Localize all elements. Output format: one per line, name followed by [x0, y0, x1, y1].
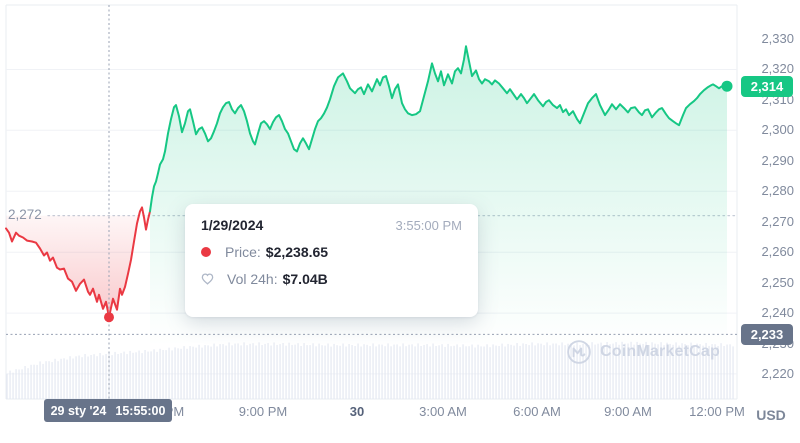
volume-heart-icon: [201, 273, 214, 285]
x-axis-tick: 30: [349, 404, 365, 419]
y-axis-tick: 2,330: [761, 31, 794, 46]
crosshair-time: 15:55:00: [115, 403, 166, 418]
y-axis-tick: 2,270: [761, 214, 794, 229]
tooltip-date: 1/29/2024: [201, 217, 264, 233]
tooltip-vol-value: $7.04B: [282, 271, 328, 287]
crosshair-date: 29 sty '24: [50, 403, 107, 418]
crosshair-price-badge: 2,233: [741, 324, 793, 345]
y-axis-tick: 2,300: [761, 122, 794, 137]
y-axis-tick: 2,250: [761, 275, 794, 290]
currency-unit-label: USD: [756, 407, 786, 423]
baseline-price-label: 2,272: [8, 207, 42, 222]
tooltip-price-label: Price:: [225, 244, 261, 260]
x-axis-tick: 9:00 AM: [604, 404, 652, 419]
current-price-badge: 2,314: [741, 76, 793, 97]
x-axis-tick: 12:00 PM: [689, 404, 745, 419]
y-axis-tick: 2,220: [761, 366, 794, 381]
x-axis-tick: 9:00 PM: [238, 404, 288, 419]
y-axis-tick: 2,280: [761, 183, 794, 198]
tooltip-price-value: $2,238.65: [265, 244, 329, 260]
y-axis-tick: 2,290: [761, 153, 794, 168]
y-axis-tick: 2,260: [761, 244, 794, 259]
x-axis-tick: 3:00 AM: [419, 404, 467, 419]
y-axis-tick: 2,320: [761, 61, 794, 76]
crosshair-time-badge: 29 sty '24 15:55:00: [44, 399, 172, 422]
watermark-text: CoinMarketCap: [600, 343, 720, 360]
hover-tooltip: 1/29/2024 3:55:00 PM Price: $2,238.65 Vo…: [185, 204, 478, 317]
y-axis-tick: 2,240: [761, 305, 794, 320]
price-dot-icon: [201, 247, 211, 257]
coinmarketcap-logo-icon: [567, 340, 591, 364]
x-axis-tick: 6:00 AM: [513, 404, 561, 419]
tooltip-time: 3:55:00 PM: [395, 218, 463, 233]
watermark: CoinMarketCap: [566, 339, 720, 365]
tooltip-vol-label: Vol 24h:: [227, 271, 278, 287]
